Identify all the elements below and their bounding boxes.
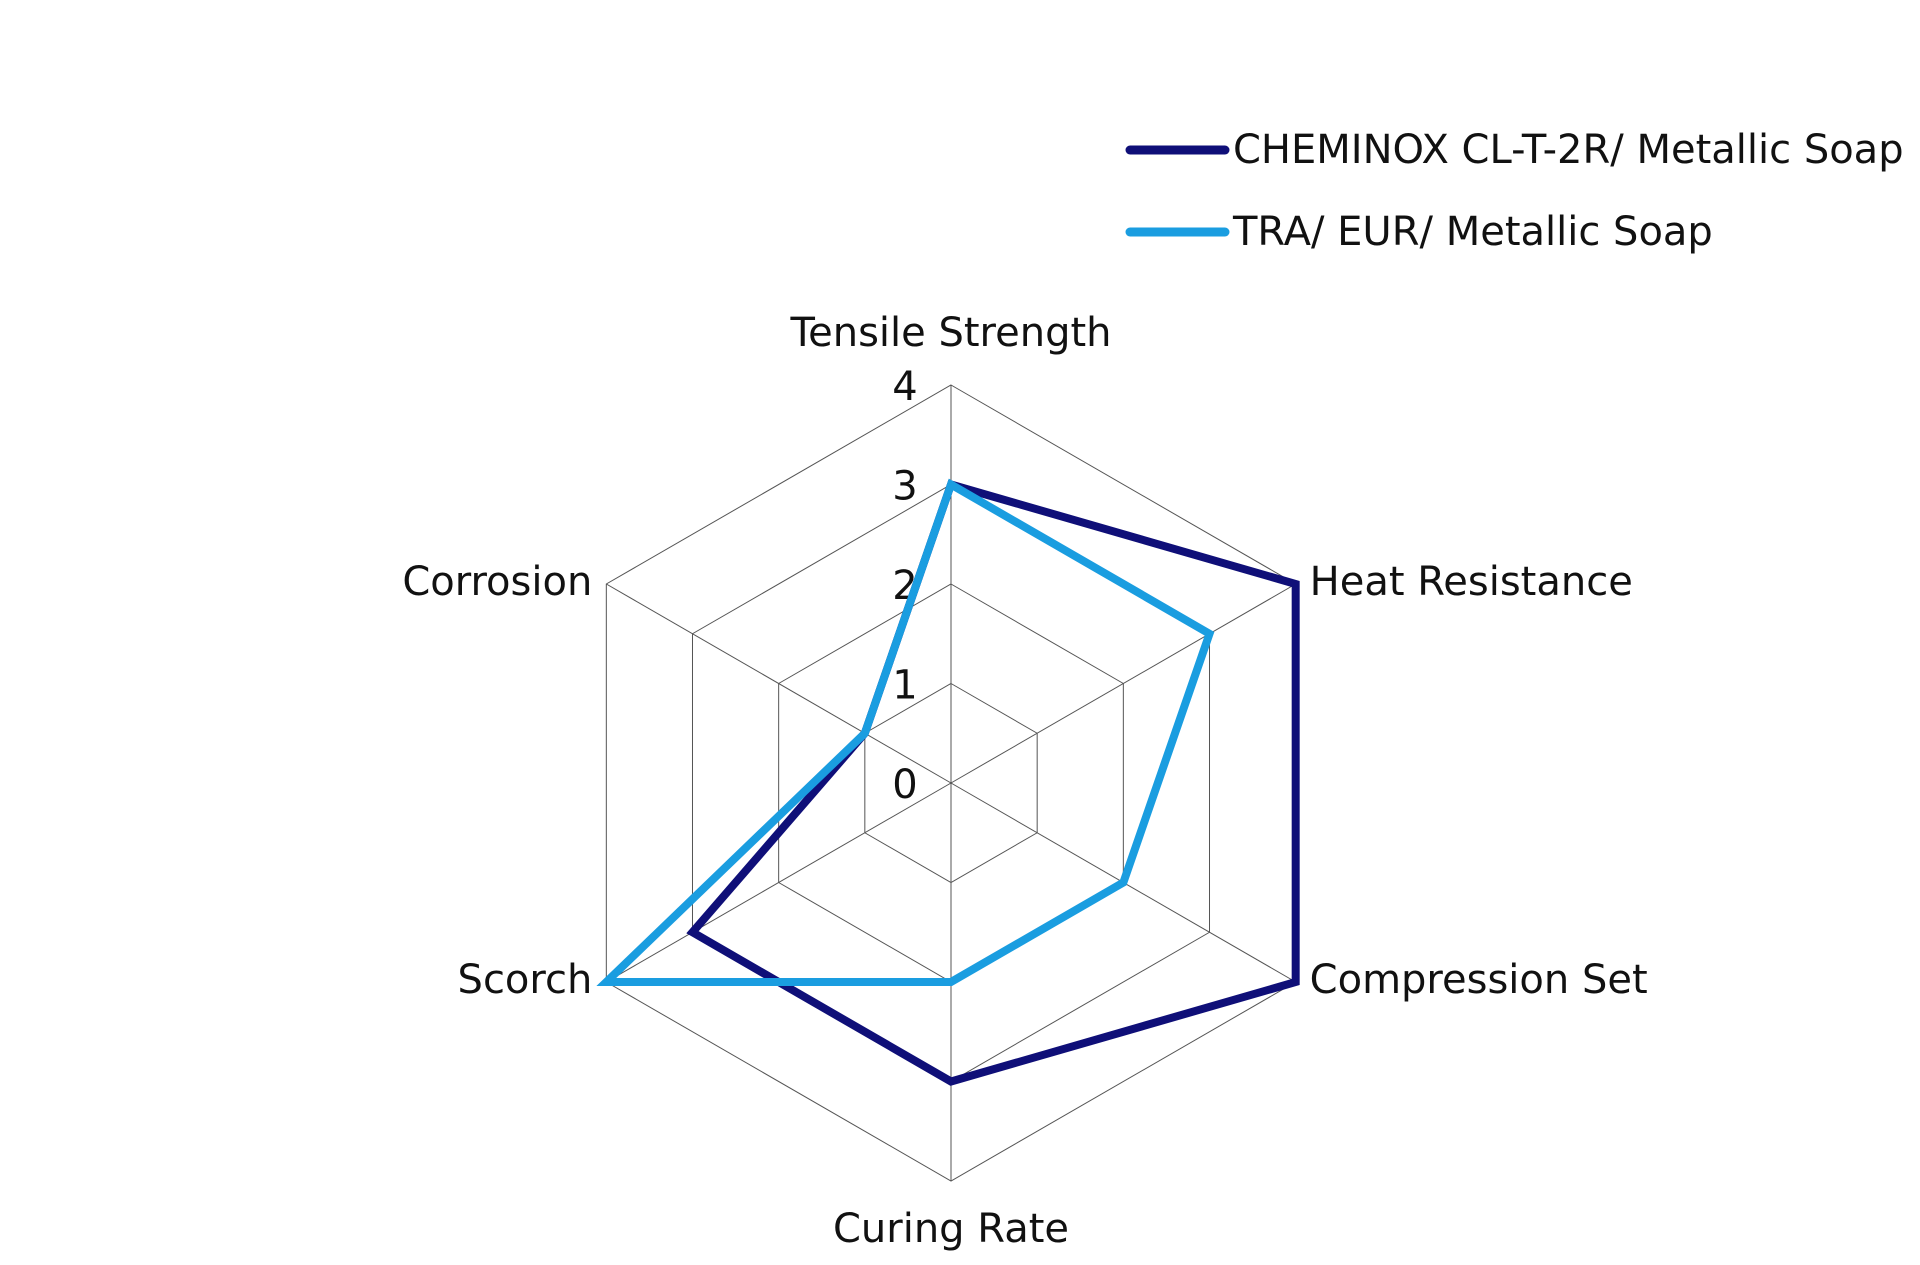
legend-label: TRA/ EUR/ Metallic Soap: [1232, 209, 1713, 255]
category-label: Tensile Strength: [789, 310, 1111, 356]
spoke: [950, 583, 1296, 784]
r-tick-label: 4: [892, 364, 917, 410]
category-label: Heat Resistance: [1310, 559, 1633, 605]
category-label: Curing Rate: [833, 1206, 1069, 1252]
category-label: Corrosion: [402, 559, 592, 605]
category-label: Scorch: [458, 957, 593, 1003]
series-line: [596, 478, 1215, 986]
spoke: [606, 583, 952, 784]
legend-label: CHEMINOX CL-T-2R/ Metallic Soap: [1233, 127, 1904, 173]
category-label: Compression Set: [1310, 957, 1648, 1003]
r-tick-label: 3: [892, 464, 917, 510]
r-tick-label: 0: [892, 762, 917, 808]
r-tick-label: 1: [892, 663, 917, 709]
series-line: [686, 479, 1300, 1086]
spoke: [606, 782, 952, 983]
